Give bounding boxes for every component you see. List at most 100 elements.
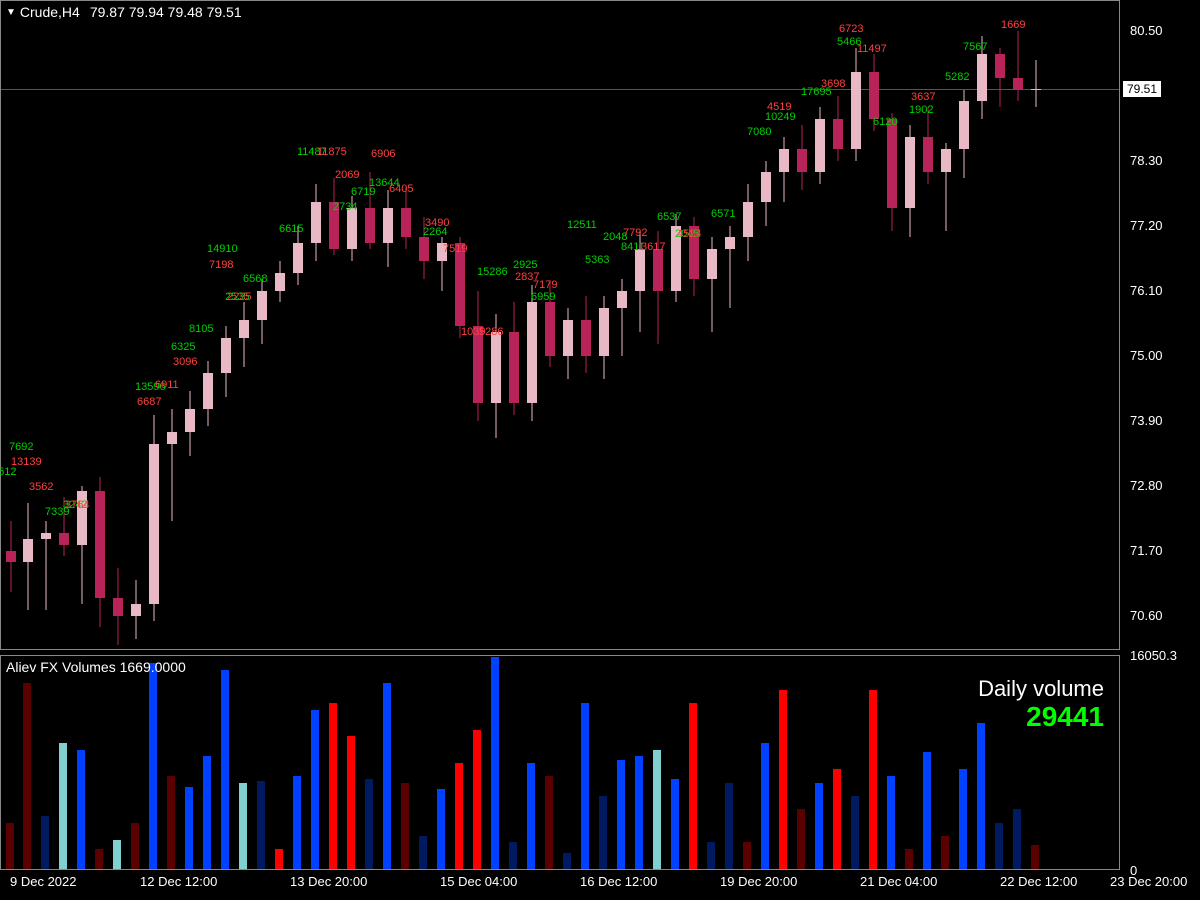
candle[interactable] (417, 1, 431, 651)
volume-bar[interactable] (167, 776, 175, 869)
volume-bar[interactable] (365, 779, 373, 869)
candle[interactable] (975, 1, 989, 651)
volume-bar[interactable] (905, 849, 913, 869)
candle[interactable] (777, 1, 791, 651)
volume-bar[interactable] (473, 730, 481, 869)
volume-bar[interactable] (545, 776, 553, 869)
price-chart[interactable]: ▼ Crude,H4 79.87 79.94 79.48 79.51 65127… (0, 0, 1120, 650)
candle[interactable] (21, 1, 35, 651)
candle[interactable] (435, 1, 449, 651)
volume-bar[interactable] (401, 783, 409, 869)
candle[interactable] (1029, 1, 1043, 651)
candle[interactable] (867, 1, 881, 651)
volume-bar[interactable] (113, 840, 121, 869)
volume-bar[interactable] (23, 683, 31, 869)
volume-bar[interactable] (725, 783, 733, 869)
candle[interactable] (4, 1, 18, 651)
volume-bar[interactable] (653, 750, 661, 869)
volume-bar[interactable] (383, 683, 391, 869)
volume-bar[interactable] (257, 781, 265, 869)
volume-bar[interactable] (455, 763, 463, 869)
volume-bar[interactable] (977, 723, 985, 869)
candle[interactable] (237, 1, 251, 651)
volume-bar[interactable] (635, 756, 643, 869)
candle[interactable] (309, 1, 323, 651)
candle[interactable] (723, 1, 737, 651)
candle[interactable] (507, 1, 521, 651)
candle[interactable] (57, 1, 71, 651)
candle[interactable] (561, 1, 575, 651)
volume-bar[interactable] (941, 836, 949, 869)
candle[interactable] (219, 1, 233, 651)
candle[interactable] (75, 1, 89, 651)
volume-bar[interactable] (1013, 809, 1021, 869)
volume-bar[interactable] (77, 750, 85, 869)
dropdown-icon[interactable]: ▼ (6, 7, 16, 18)
volume-bar[interactable] (95, 849, 103, 869)
candle[interactable] (669, 1, 683, 651)
volume-bar[interactable] (887, 776, 895, 869)
volume-bar[interactable] (509, 842, 517, 869)
candle[interactable] (399, 1, 413, 651)
candle[interactable] (129, 1, 143, 651)
candle[interactable] (885, 1, 899, 651)
volume-bar[interactable] (131, 823, 139, 869)
volume-bar[interactable] (239, 783, 247, 869)
volume-bar[interactable] (347, 736, 355, 869)
candle[interactable] (273, 1, 287, 651)
volume-bar[interactable] (707, 842, 715, 869)
candle[interactable] (525, 1, 539, 651)
volume-bar[interactable] (149, 663, 157, 869)
candle[interactable] (363, 1, 377, 651)
candle[interactable] (255, 1, 269, 651)
candle[interactable] (849, 1, 863, 651)
candle[interactable] (759, 1, 773, 651)
candle[interactable] (831, 1, 845, 651)
volume-bar[interactable] (923, 752, 931, 869)
candle[interactable] (165, 1, 179, 651)
volume-bar[interactable] (959, 769, 967, 869)
volume-bar[interactable] (869, 690, 877, 869)
volume-bar[interactable] (743, 842, 751, 869)
volume-bar[interactable] (185, 787, 193, 869)
candle[interactable] (345, 1, 359, 651)
candle[interactable] (147, 1, 161, 651)
candle[interactable] (93, 1, 107, 651)
candle[interactable] (327, 1, 341, 651)
volume-bar[interactable] (491, 657, 499, 869)
volume-bar[interactable] (617, 760, 625, 869)
volume-bar[interactable] (995, 823, 1003, 869)
volume-bar[interactable] (761, 743, 769, 869)
volume-bar[interactable] (833, 769, 841, 869)
volume-bar[interactable] (221, 670, 229, 869)
candle[interactable] (597, 1, 611, 651)
candle[interactable] (1011, 1, 1025, 651)
candle[interactable] (813, 1, 827, 651)
volume-bar[interactable] (293, 776, 301, 869)
volume-bar[interactable] (851, 796, 859, 869)
candle[interactable] (39, 1, 53, 651)
volume-bar[interactable] (599, 796, 607, 869)
candle[interactable] (705, 1, 719, 651)
candle[interactable] (939, 1, 953, 651)
candle[interactable] (543, 1, 557, 651)
candle[interactable] (957, 1, 971, 651)
volume-bar[interactable] (329, 703, 337, 869)
volume-bar[interactable] (527, 763, 535, 869)
candle[interactable] (381, 1, 395, 651)
candle[interactable] (651, 1, 665, 651)
candle[interactable] (741, 1, 755, 651)
volume-bar[interactable] (1031, 845, 1039, 869)
volume-bar[interactable] (779, 690, 787, 869)
volume-bar[interactable] (437, 789, 445, 869)
volume-bar[interactable] (689, 703, 697, 869)
volume-bar[interactable] (815, 783, 823, 869)
volume-bar[interactable] (311, 710, 319, 869)
candle[interactable] (579, 1, 593, 651)
volume-bar[interactable] (563, 853, 571, 869)
volume-bar[interactable] (671, 779, 679, 869)
volume-bar[interactable] (203, 756, 211, 869)
candle[interactable] (111, 1, 125, 651)
candle[interactable] (687, 1, 701, 651)
candle[interactable] (795, 1, 809, 651)
